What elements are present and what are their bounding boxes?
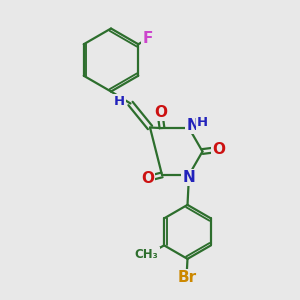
Text: O: O	[141, 171, 154, 186]
Text: N: N	[186, 118, 199, 133]
Text: H: H	[113, 94, 125, 108]
Text: O: O	[212, 142, 226, 158]
Text: CH₃: CH₃	[135, 248, 159, 261]
Text: F: F	[143, 32, 153, 46]
Text: N: N	[183, 170, 195, 185]
Text: H: H	[197, 116, 208, 129]
Text: Br: Br	[177, 270, 196, 285]
Text: O: O	[154, 105, 167, 120]
